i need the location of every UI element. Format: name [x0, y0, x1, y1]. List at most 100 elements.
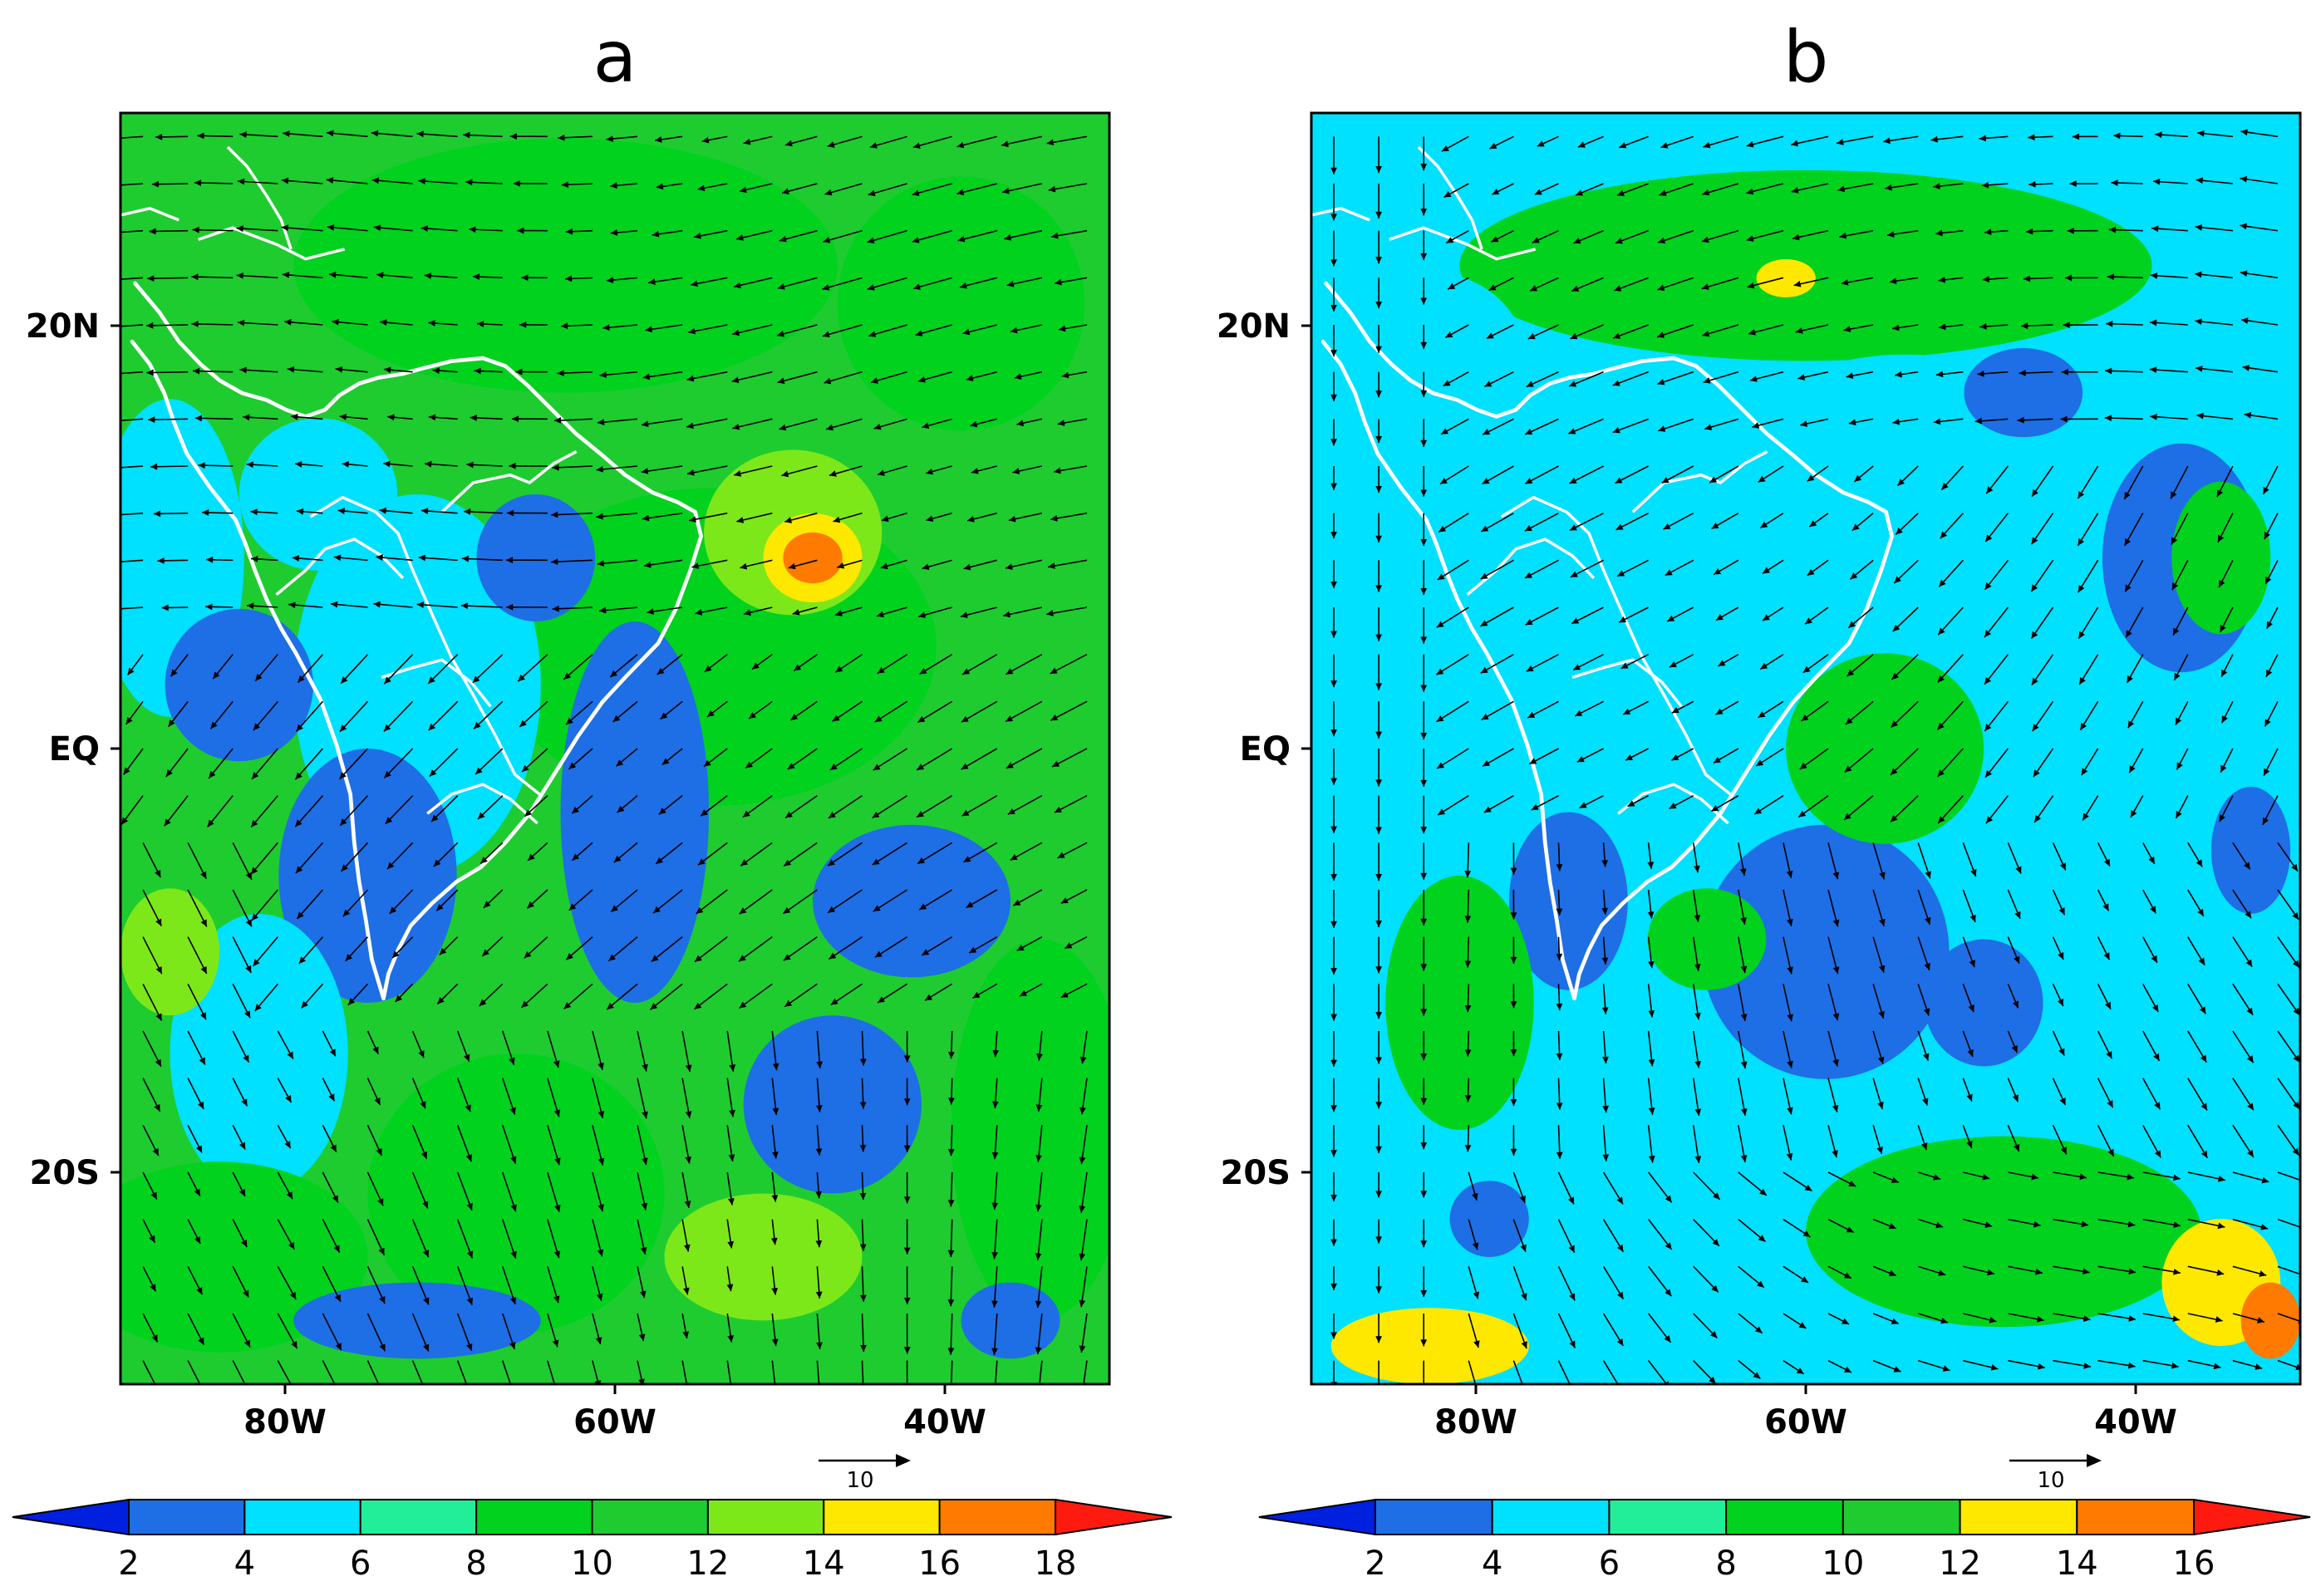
wind-vector — [697, 183, 728, 192]
wind-vector — [1849, 559, 1874, 580]
wind-vector — [473, 700, 504, 729]
wind-vector — [2244, 411, 2279, 420]
wind-vector — [742, 795, 773, 818]
wind-vector — [827, 135, 863, 148]
wind-vector — [1693, 1171, 1721, 1201]
wind-vector — [456, 1219, 474, 1259]
wind-vector — [2277, 1078, 2300, 1110]
wind-vector — [243, 414, 278, 421]
wind-vector — [1420, 325, 1428, 350]
wind-vector — [1001, 135, 1043, 148]
wind-vector — [277, 1171, 293, 1200]
speed-contour-region — [783, 532, 843, 584]
wind-vector — [479, 842, 504, 865]
wind-vector — [2097, 1313, 2137, 1322]
wind-vector — [1746, 183, 1784, 195]
wind-vector — [161, 604, 189, 611]
colorbar-box — [1374, 1499, 1493, 1535]
wind-vector — [686, 418, 728, 430]
wind-vector — [191, 273, 234, 281]
wind-vector — [2007, 889, 2021, 920]
wind-vector — [201, 509, 234, 516]
wind-vector — [1793, 277, 1829, 287]
wind-vector — [1659, 183, 1694, 196]
wind-vector — [1420, 1078, 1428, 1105]
wind-vector — [1512, 1266, 1527, 1301]
colorbar-tick-label: 10 — [1822, 1544, 1864, 1583]
colorbar-tick-label: 8 — [1715, 1544, 1736, 1583]
wind-vector — [642, 512, 683, 522]
wind-vector — [822, 277, 863, 291]
wind-vector — [2007, 842, 2022, 874]
wind-vector — [1375, 701, 1383, 739]
wind-vector — [505, 557, 548, 564]
wind-vector — [322, 1313, 342, 1351]
panel-a-lon-tick-label: 60W — [573, 1403, 656, 1441]
wind-vector — [2019, 370, 2053, 376]
wind-vector — [502, 1219, 517, 1260]
wind-vector — [1762, 559, 1784, 574]
colorbar-tick-label: 6 — [350, 1544, 371, 1583]
wind-vector — [771, 1125, 779, 1159]
wind-vector — [157, 557, 189, 564]
wind-vector — [2078, 559, 2099, 593]
wind-vector — [1375, 936, 1383, 974]
wind-vector — [565, 936, 593, 960]
wind-vector — [277, 1030, 294, 1060]
wind-vector — [991, 1266, 998, 1308]
wind-vector — [1004, 229, 1043, 241]
wind-vector — [1569, 512, 1604, 532]
wind-vector — [784, 983, 818, 1008]
wind-vector — [1827, 984, 1840, 1021]
wind-vector — [2142, 842, 2156, 865]
wind-vector — [282, 272, 323, 279]
wind-vector — [1620, 653, 1650, 670]
wind-vector — [142, 1219, 156, 1244]
wind-vector — [429, 748, 459, 778]
panel-b-lat-tick-label: 20S — [1221, 1154, 1291, 1192]
wind-vector — [564, 275, 593, 282]
wind-vector — [507, 509, 548, 517]
wind-vector — [1464, 1078, 1472, 1102]
wind-vector — [1658, 418, 1694, 432]
wind-vector — [917, 842, 953, 865]
wind-vector — [1575, 183, 1604, 196]
wind-vector — [1375, 1031, 1383, 1064]
wind-vector — [2175, 700, 2189, 725]
wind-vector — [832, 700, 863, 722]
wind-vector — [592, 1125, 605, 1166]
wind-vector — [254, 654, 278, 682]
wind-vector — [483, 889, 504, 909]
panel-b-axes: 20N EQ 20S 80W 60W 40W — [1217, 307, 2177, 1441]
panel-a-reference-vector: 10 — [819, 1454, 911, 1493]
wind-vector — [1330, 607, 1337, 638]
wind-vector — [1480, 606, 1514, 627]
wind-vector — [966, 371, 997, 381]
wind-vector — [971, 465, 997, 474]
wind-vector — [547, 1171, 561, 1212]
wind-vector — [2032, 700, 2054, 732]
wind-vector — [428, 700, 459, 731]
wind-vector — [1035, 1125, 1043, 1162]
wind-vector — [1933, 183, 1964, 190]
wind-vector — [277, 1219, 295, 1250]
wind-vector — [776, 324, 818, 337]
wind-vector — [1330, 1172, 1337, 1202]
wind-vector — [822, 324, 863, 338]
wind-vector — [1938, 559, 1964, 587]
wind-vector — [1053, 465, 1088, 474]
wind-vector — [2240, 317, 2279, 326]
wind-vector — [2187, 1265, 2225, 1276]
wind-vector — [906, 1360, 908, 1384]
wind-vector — [1984, 559, 2009, 591]
wind-vector — [1574, 700, 1604, 717]
wind-vector — [2232, 936, 2253, 968]
colorbar-tick-label: 16 — [918, 1544, 961, 1583]
wind-vector — [641, 465, 683, 474]
wind-vector — [641, 418, 683, 428]
wind-vector — [2232, 1171, 2269, 1184]
wind-vector — [2150, 272, 2188, 279]
wind-vector — [1693, 1265, 1719, 1293]
wind-vector — [947, 1171, 955, 1207]
